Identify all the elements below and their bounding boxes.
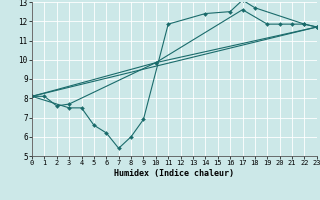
X-axis label: Humidex (Indice chaleur): Humidex (Indice chaleur) [115,169,234,178]
